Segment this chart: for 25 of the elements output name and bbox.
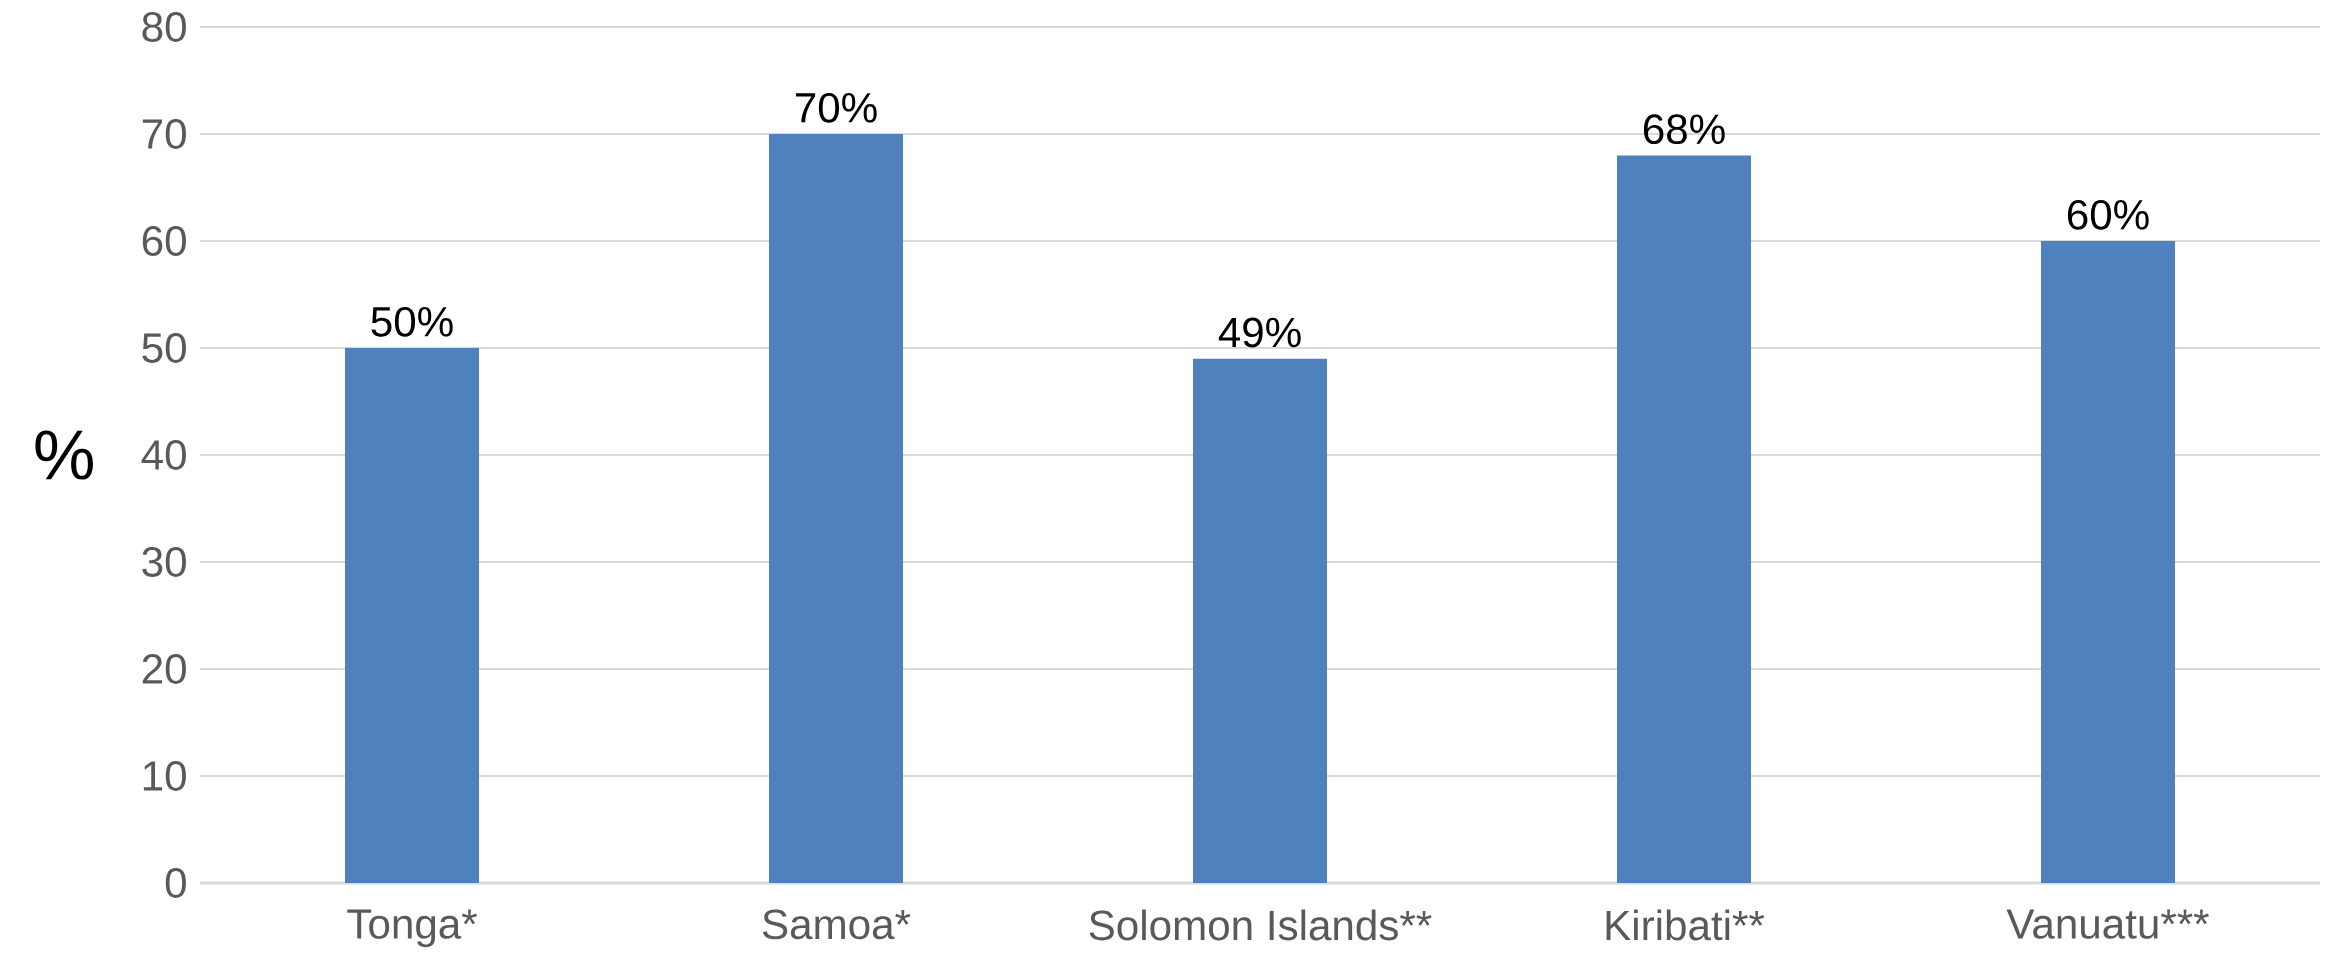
data-label: 68% bbox=[1643, 114, 1725, 145]
y-axis-title: % bbox=[35, 430, 93, 480]
data-label: 60% bbox=[2067, 199, 2149, 230]
y-tick-label: 0 bbox=[165, 868, 186, 898]
x-tick-label: Vanuatu*** bbox=[2006, 909, 2209, 939]
y-tick-label: 10 bbox=[143, 761, 186, 791]
x-tick-label: Tonga* bbox=[347, 909, 478, 948]
bar bbox=[769, 133, 903, 883]
bar bbox=[1193, 358, 1327, 883]
y-tick-label: 50 bbox=[142, 333, 186, 363]
data-label: 70% bbox=[795, 92, 877, 123]
x-tick-label: Kiribati** bbox=[1606, 909, 1765, 941]
data-label: 49% bbox=[1218, 317, 1301, 348]
y-tick-label: 40 bbox=[141, 440, 186, 470]
x-tick-label: Solomon Islands** bbox=[1089, 909, 1432, 941]
bar bbox=[2041, 240, 2175, 883]
x-tick-label: Samoa* bbox=[762, 909, 911, 940]
bar bbox=[345, 347, 480, 883]
y-tick-label: 70 bbox=[142, 119, 186, 149]
bar bbox=[1617, 155, 1752, 883]
y-tick-label: 80 bbox=[142, 12, 186, 42]
y-tick-label: 60 bbox=[142, 226, 186, 256]
y-tick-label: 30 bbox=[142, 547, 186, 577]
y-tick-label: 20 bbox=[142, 654, 186, 684]
data-label: 50% bbox=[371, 306, 453, 337]
